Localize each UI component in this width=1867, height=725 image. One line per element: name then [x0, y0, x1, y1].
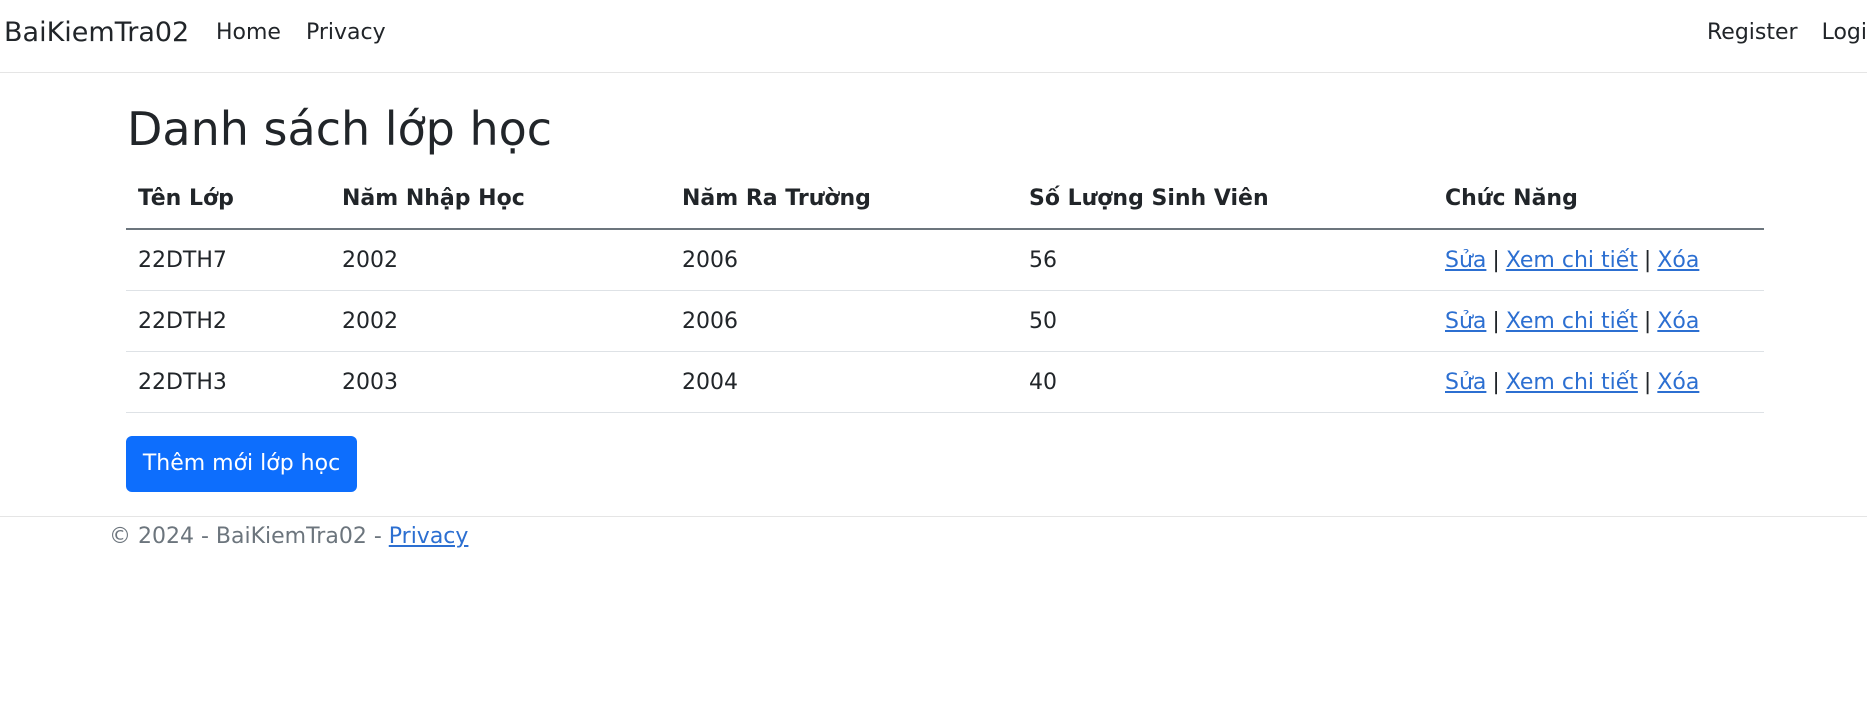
details-link[interactable]: Xem chi tiết: [1505, 247, 1638, 273]
header-ten-lop: Tên Lớp: [126, 168, 330, 230]
details-link[interactable]: Xem chi tiết: [1505, 308, 1638, 334]
navbar: BaiKiemTra02 Home Privacy Register Login: [0, 0, 1867, 73]
footer-copyright: © 2024 - BaiKiemTra02 -: [109, 524, 382, 549]
cell-nam-nhap-hoc: 2002: [330, 229, 670, 291]
header-nam-nhap-hoc: Năm Nhập Học: [330, 168, 670, 230]
cell-actions: Sửa | Xem chi tiết | Xóa: [1433, 351, 1764, 413]
edit-link[interactable]: Sửa: [1445, 369, 1487, 395]
footer-privacy-link[interactable]: Privacy: [388, 524, 469, 549]
details-link[interactable]: Xem chi tiết: [1505, 369, 1638, 395]
delete-link[interactable]: Xóa: [1657, 308, 1700, 334]
brand-link[interactable]: BaiKiemTra02: [4, 17, 190, 48]
login-link[interactable]: Login: [1821, 20, 1867, 45]
page-title: Danh sách lớp học: [127, 102, 553, 156]
delete-link[interactable]: Xóa: [1657, 247, 1700, 273]
cell-ten-lop: 22DTH3: [126, 351, 330, 413]
cell-nam-nhap-hoc: 2003: [330, 351, 670, 413]
table-row: 22DTH2 2002 2006 50 Sửa | Xem chi tiết | Xóa: [126, 290, 1764, 352]
cell-nam-nhap-hoc: 2002: [330, 290, 670, 352]
table-header-row: Tên Lớp Năm Nhập Học Năm Ra Trường Số Lư…: [126, 168, 1764, 230]
nav-links: Home Privacy: [216, 18, 411, 48]
header-chuc-nang: Chức Năng: [1433, 168, 1764, 230]
cell-nam-ra-truong: 2006: [670, 229, 1017, 291]
nav-auth-links: Register Login: [1707, 18, 1867, 48]
register-link[interactable]: Register: [1707, 20, 1798, 45]
table-row: 22DTH7 2002 2006 56 Sửa | Xem chi tiết | Xóa: [126, 229, 1764, 291]
delete-link[interactable]: Xóa: [1657, 369, 1700, 395]
nav-privacy-link[interactable]: Privacy: [305, 20, 386, 45]
footer: © 2024 - BaiKiemTra02 - Privacy: [109, 522, 468, 552]
edit-link[interactable]: Sửa: [1445, 247, 1487, 273]
action-separator: |: [1492, 369, 1500, 395]
action-separator: |: [1643, 369, 1652, 395]
cell-nam-ra-truong: 2006: [670, 290, 1017, 352]
header-so-luong-sinh-vien: Số Lượng Sinh Viên: [1017, 168, 1433, 230]
nav-home-link[interactable]: Home: [216, 20, 281, 45]
cell-ten-lop: 22DTH7: [126, 229, 330, 291]
action-separator: |: [1643, 308, 1652, 334]
cell-so-luong: 56: [1017, 229, 1433, 291]
cell-ten-lop: 22DTH2: [126, 290, 330, 352]
table-row: 22DTH3 2003 2004 40 Sửa | Xem chi tiết | Xóa: [126, 351, 1764, 413]
action-separator: |: [1492, 247, 1500, 273]
cell-so-luong: 40: [1017, 351, 1433, 413]
edit-link[interactable]: Sửa: [1445, 308, 1487, 334]
footer-divider: [0, 516, 1867, 517]
cell-nam-ra-truong: 2004: [670, 351, 1017, 413]
cell-actions: Sửa | Xem chi tiết | Xóa: [1433, 229, 1764, 291]
add-class-button[interactable]: Thêm mới lớp học: [126, 436, 357, 492]
header-nam-ra-truong: Năm Ra Trường: [670, 168, 1017, 230]
class-table: Tên Lớp Năm Nhập Học Năm Ra Trường Số Lư…: [126, 168, 1764, 413]
cell-actions: Sửa | Xem chi tiết | Xóa: [1433, 290, 1764, 352]
cell-so-luong: 50: [1017, 290, 1433, 352]
action-separator: |: [1643, 247, 1652, 273]
action-separator: |: [1492, 308, 1500, 334]
